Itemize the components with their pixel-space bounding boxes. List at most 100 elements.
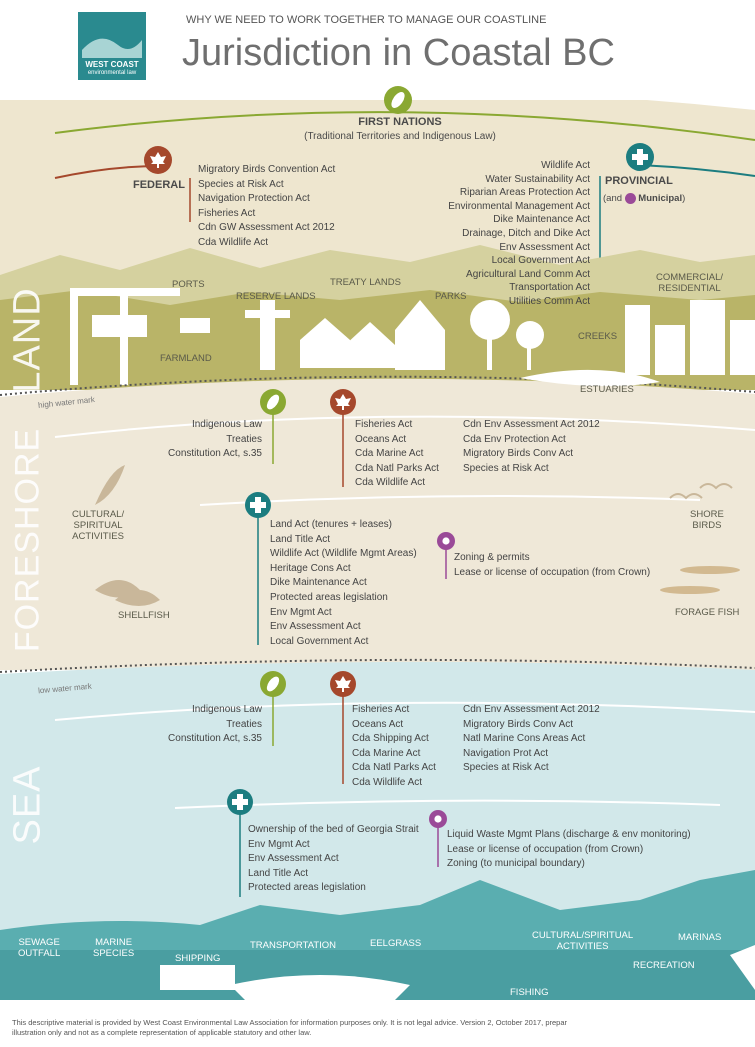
line: Env Assessment Act bbox=[270, 621, 361, 633]
line: Heritage Cons Act bbox=[270, 562, 351, 574]
place-label: CREEKS bbox=[578, 331, 618, 342]
place-label: PARKS bbox=[435, 291, 467, 302]
line: Dike Maintenance Act bbox=[270, 577, 367, 589]
line: ACTIVITIES bbox=[556, 941, 609, 952]
line: Lease or license of occupation (from Cro… bbox=[454, 566, 651, 578]
place-label: SHORE BIRDS bbox=[690, 509, 724, 531]
line: Agricultural Land Comm Act bbox=[466, 268, 590, 280]
line: Fisheries Act bbox=[352, 704, 410, 715]
line: Env Mgmt Act bbox=[270, 606, 332, 618]
line: Local Government Act bbox=[270, 635, 369, 647]
line: Cda Natl Parks Act bbox=[352, 762, 436, 774]
line: Cda Natl Parks Act bbox=[355, 462, 439, 474]
municipal-icon bbox=[624, 193, 636, 204]
cross bbox=[632, 154, 648, 160]
place-label: COMMERCIAL/RESIDENTIAL bbox=[656, 272, 723, 294]
place-label: CULTURAL/SPIRITUAL ACTIVITIES bbox=[72, 509, 124, 542]
line: Transportation Act bbox=[509, 282, 590, 294]
cross bbox=[250, 502, 266, 508]
line: Indigenous Law bbox=[191, 419, 262, 430]
act-list: Indigenous Law Treaties Constitution Act, … bbox=[168, 703, 262, 747]
line: Zoning (to municipal boundary) bbox=[447, 858, 585, 870]
footer: This descriptive material is provided by… bbox=[12, 1018, 567, 1038]
logo-subtext: environmental law bbox=[87, 70, 137, 76]
line: Local Government Act bbox=[491, 255, 590, 267]
line: CULTURAL/ bbox=[72, 509, 125, 520]
place-label: MARINE SPECIES bbox=[93, 937, 134, 959]
line: Constitution Act, s.35 bbox=[168, 733, 262, 745]
place-label: TRANSPORTATION bbox=[250, 940, 337, 951]
line: Land Title Act bbox=[270, 533, 331, 545]
line: Constitution Act, s.35 bbox=[168, 448, 262, 460]
line: OUTFALL bbox=[18, 948, 61, 959]
maple bbox=[335, 676, 351, 692]
act-list: Indigenous Law Treaties Constitution Act, … bbox=[168, 418, 262, 462]
line: Oceans Act bbox=[355, 433, 407, 445]
line: Zoning & permits bbox=[454, 552, 530, 563]
line: Utilities Comm Act bbox=[508, 295, 590, 307]
act-list: Liquid Waste Mgmt Plans (discharge & env… bbox=[447, 828, 691, 872]
line: illustration only and not as a complete … bbox=[12, 1028, 312, 1037]
line: Cda Wildlife Act bbox=[198, 236, 269, 248]
heading: FEDERAL bbox=[133, 179, 185, 191]
maple bbox=[335, 394, 351, 410]
line: Migratory Birds Conv Act bbox=[463, 718, 574, 730]
act-list: Land Act (tenures + leases) Land Title Ac… bbox=[270, 518, 417, 649]
line: Cdn Env Assessment Act 2012 bbox=[463, 704, 600, 715]
kicker: WHY WE NEED TO WORK TOGETHER TO MANAGE O… bbox=[186, 14, 547, 26]
zone-label: FORESHORE bbox=[8, 427, 47, 653]
line: SEWAGE bbox=[18, 937, 60, 948]
line: Cda Marine Act bbox=[352, 747, 421, 759]
line: Fisheries Act bbox=[355, 419, 413, 430]
line: Natl Marine Cons Areas Act bbox=[463, 733, 586, 745]
heading: FIRST NATIONS bbox=[358, 116, 442, 128]
line: Species at Risk Act bbox=[463, 762, 549, 774]
title: Jurisdiction in Coastal BC bbox=[182, 32, 615, 74]
act-list: Cdn Env Assessment Act 2012 Cda Env Prote… bbox=[463, 418, 600, 476]
line: BIRDS bbox=[692, 520, 722, 531]
line: Navigation Protection Act bbox=[198, 193, 310, 205]
zone-label: LAND bbox=[6, 287, 49, 393]
note: (and Municipal) bbox=[603, 193, 685, 204]
line: Migratory Birds Conv Act bbox=[463, 448, 574, 460]
line: Drainage, Ditch and Dike Act bbox=[462, 227, 590, 239]
act-list: Ownership of the bed of Georgia Strait En… bbox=[248, 823, 419, 896]
cross bbox=[232, 799, 248, 805]
line: Cdn Env Assessment Act 2012 bbox=[463, 419, 600, 430]
line: Land Title Act bbox=[248, 867, 309, 879]
line: SPECIES bbox=[93, 948, 135, 959]
place-label: CULTURAL/SPIRITUAL ACTIVITIES bbox=[532, 930, 633, 952]
line: SHORE bbox=[690, 509, 724, 520]
place-label: EELGRASS bbox=[370, 938, 422, 949]
line: Navigation Prot Act bbox=[463, 747, 549, 759]
dot bbox=[434, 815, 442, 823]
place-label: FORAGE FISH bbox=[675, 607, 740, 618]
line: Env Mgmt Act bbox=[248, 838, 310, 850]
line: Indigenous Law bbox=[191, 704, 262, 715]
line: RESIDENTIAL bbox=[658, 283, 721, 294]
line: Env Assessment Act bbox=[248, 853, 339, 865]
leaf bbox=[266, 394, 280, 410]
place-label: FARMLAND bbox=[160, 353, 212, 364]
line: Cdn GW Assessment Act 2012 bbox=[198, 222, 335, 234]
line: ACTIVITIES bbox=[72, 531, 124, 542]
place-label: RESERVE LANDS bbox=[236, 291, 316, 302]
line: Land Act (tenures + leases) bbox=[270, 519, 393, 530]
note-text: Municipal bbox=[638, 193, 683, 205]
place-label: SHELLFISH bbox=[118, 610, 170, 621]
line: Migratory Birds Convention Act bbox=[198, 164, 336, 175]
act-list: Migratory Birds Convention Act Species at… bbox=[198, 163, 335, 251]
act-list: Fisheries Act Oceans Act Cda Marine Act Cda… bbox=[355, 418, 439, 491]
leaf bbox=[266, 676, 280, 692]
line: CULTURAL/SPIRITUAL bbox=[532, 930, 634, 941]
subheading: (Traditional Territories and Indigenous … bbox=[304, 131, 496, 142]
place-label: MARINAS bbox=[678, 932, 722, 943]
line: Water Sustainability Act bbox=[485, 173, 590, 185]
place-label: ESTUARIES bbox=[580, 384, 634, 395]
line: Fisheries Act bbox=[198, 207, 256, 219]
line: Dike Maintenance Act bbox=[493, 214, 590, 226]
line: Wildlife Act (Wildlife Mgmt Areas) bbox=[270, 548, 417, 560]
line: Cda Env Protection Act bbox=[463, 433, 566, 445]
